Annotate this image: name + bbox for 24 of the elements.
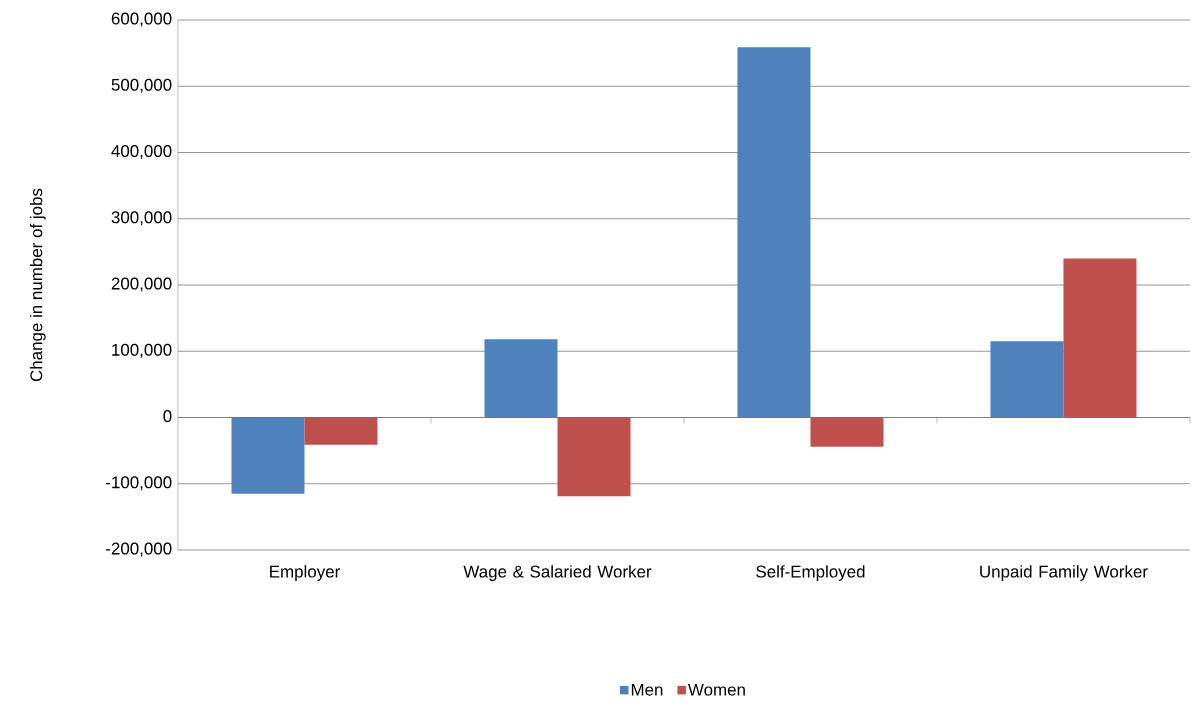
bar [557,417,631,497]
x-tick-label: Employer [270,565,340,581]
legend-label: Men [631,683,663,696]
y-tick-label: 600,000 [111,12,172,27]
bar [304,417,378,445]
y-tick-label: 200,000 [111,277,172,292]
y-tick-label: -100,000 [106,476,172,491]
legend-label: Women [688,683,745,696]
y-tick-label: 400,000 [111,145,172,160]
y-tick-label: 500,000 [111,78,172,93]
x-tick-label: Self-Employed [756,565,865,581]
y-tick-label: 0 [163,410,172,423]
y-tick-label: -200,000 [106,542,172,557]
bar [810,417,884,447]
y-tick-label: 300,000 [111,211,172,226]
bar [484,339,558,418]
x-tick-label: Wage & Salaried Worker [463,565,652,581]
y-axis-title: Change in number of jobs [29,188,46,382]
bar [1063,258,1137,418]
y-tick-label: 100,000 [112,343,172,358]
bar [990,341,1064,418]
x-tick-label: Unpaid Family Worker [980,565,1148,581]
bar [231,417,305,494]
bar [737,47,811,418]
